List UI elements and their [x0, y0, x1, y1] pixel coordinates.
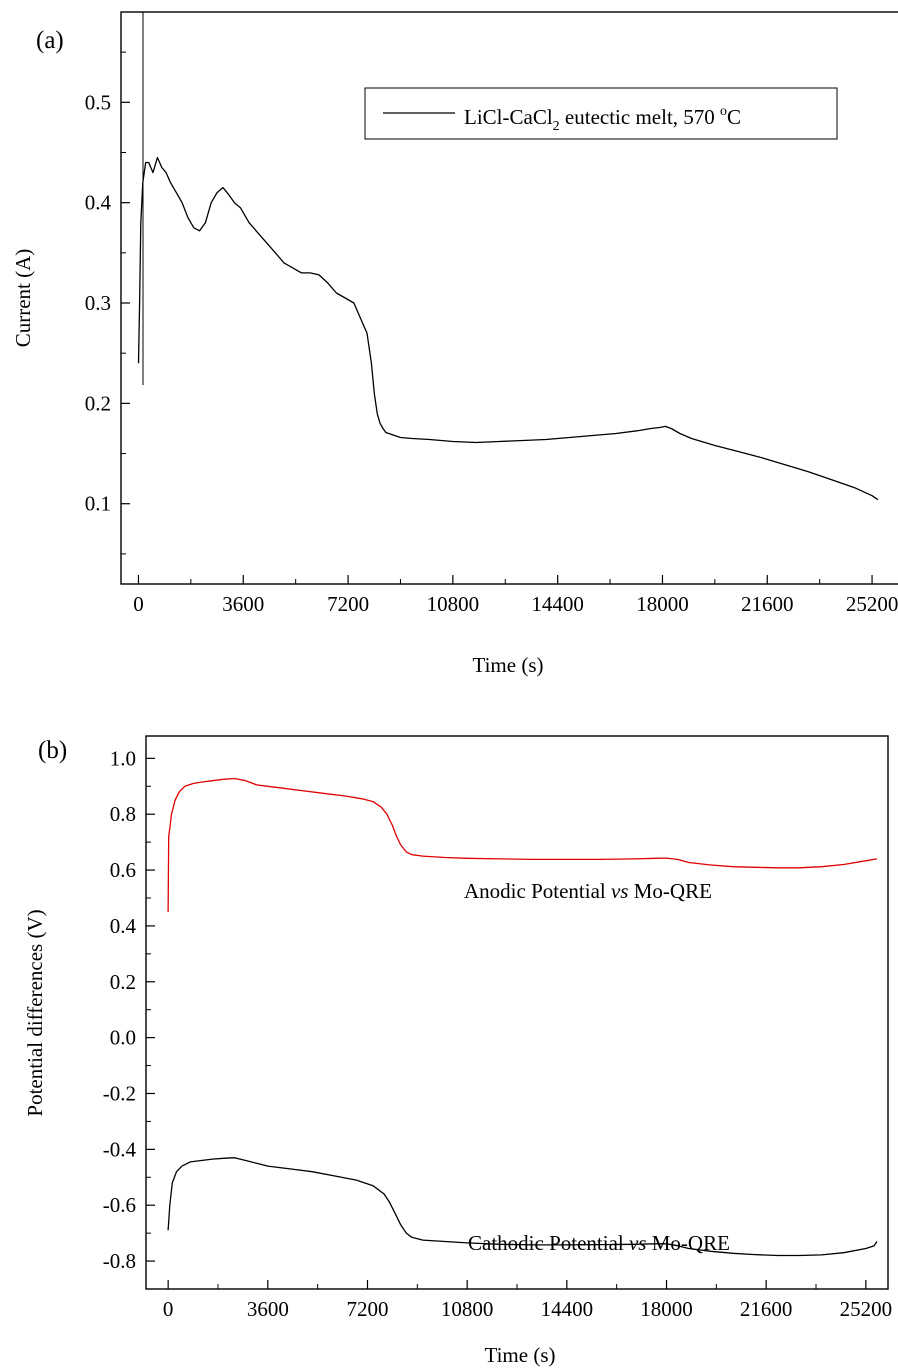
x-axis-title-b: Time (s) — [485, 1343, 556, 1367]
series-layer-a — [137, 156, 879, 501]
panel-label-b: (b) — [38, 737, 67, 764]
plot-frame-a — [120, 11, 898, 585]
x-tick-label: 21600 — [741, 592, 794, 616]
x-tick-label: 21600 — [740, 1297, 793, 1321]
x-axis-title-a: Time (s) — [473, 653, 544, 677]
x-tick-label: 25200 — [846, 592, 898, 616]
x-tick-label: 3600 — [247, 1297, 289, 1321]
annotation-cathodic-vs: vs — [629, 1231, 647, 1255]
legend-text-subscript: 2 — [553, 119, 560, 134]
y-tick-label: 0.6 — [110, 858, 136, 882]
y-tick-label: 0.5 — [85, 90, 111, 114]
x-tick-label: 7200 — [346, 1297, 388, 1321]
annotation-cathodic-suffix: Mo-QRE — [646, 1231, 729, 1255]
legend-text-main: LiCl-CaCl — [464, 105, 553, 129]
legend: LiCl-CaCl2 eutectic melt, 570 oC — [364, 87, 838, 140]
annotation-anodic-prefix: Anodic Potential — [464, 879, 611, 903]
x-tick-label: 10800 — [441, 1297, 494, 1321]
panel-a: 0 3600 7200 10800 14400 18000 21600 25200 0.10.… — [11, 11, 898, 677]
x-tick-label: 18000 — [640, 1297, 693, 1321]
y-tick-label: 0.8 — [110, 802, 136, 826]
y-tick-label: 0.2 — [110, 970, 136, 994]
y-tick-label: 0.0 — [110, 1026, 136, 1050]
y-axis-b: -0.8 -0.6 -0.4 -0.2 0.0 0.2 0.4 0.6 0.8 1.0 — [103, 746, 155, 1273]
x-tick-label: 7200 — [327, 592, 369, 616]
x-tick-label: 0 — [133, 592, 144, 616]
x-tick-label: 10800 — [427, 592, 480, 616]
legend-text-suffix: C — [727, 105, 741, 129]
legend-entry-label: LiCl-CaCl2 eutectic melt, 570 oC — [464, 104, 741, 134]
y-tick-label: 0.2 — [85, 391, 111, 415]
series-line-1 — [167, 777, 878, 913]
y-tick-label: -0.6 — [103, 1193, 136, 1217]
y-tick-label: 1.0 — [110, 746, 136, 770]
x-tick-label: 0 — [163, 1297, 174, 1321]
y-tick-label: 0.4 — [85, 191, 112, 215]
y-axis-title-b: Potential differences (V) — [23, 909, 47, 1116]
annotation-anodic: Anodic Potential vs Mo-QRE — [464, 879, 712, 903]
x-tick-label: 14400 — [541, 1297, 594, 1321]
annotation-anodic-suffix: Mo-QRE — [628, 879, 711, 903]
y-tick-label: 0.1 — [85, 492, 111, 516]
annotation-anodic-vs: vs — [611, 879, 629, 903]
series-line-1 — [137, 156, 879, 501]
y-axis-a: 0.1 0.2 0.3 0.4 0.5 — [85, 51, 130, 555]
x-tick-label: 18000 — [636, 592, 689, 616]
panel-label-a: (a) — [36, 27, 64, 54]
x-tick-label: 3600 — [222, 592, 264, 616]
panel-b: 0 3600 7200 10800 14400 18000 21600 25200 -0.8-… — [23, 735, 892, 1367]
x-axis-a: 0 3600 7200 10800 14400 18000 21600 25200 — [133, 575, 898, 616]
x-axis-b: 0 3600 7200 10800 14400 18000 21600 25200 — [163, 1280, 892, 1321]
annotation-cathodic-prefix: Cathodic Potential — [468, 1231, 629, 1255]
plot-frame-b — [145, 735, 889, 1290]
legend-text-superscript: o — [720, 104, 727, 119]
x-tick-label: 25200 — [840, 1297, 893, 1321]
series-layer-b — [167, 777, 878, 1257]
x-tick-label: 14400 — [531, 592, 584, 616]
y-tick-label: 0.4 — [110, 914, 137, 938]
annotation-cathodic: Cathodic Potential vs Mo-QRE — [468, 1231, 730, 1255]
legend-text-middle: eutectic melt, 570 — [560, 105, 720, 129]
y-axis-title-a: Current (A) — [11, 249, 35, 348]
y-tick-label: -0.4 — [103, 1137, 137, 1161]
y-tick-label: 0.3 — [85, 291, 111, 315]
y-tick-label: -0.2 — [103, 1081, 136, 1105]
series-line-2 — [167, 1157, 878, 1257]
y-tick-label: -0.8 — [103, 1249, 136, 1273]
